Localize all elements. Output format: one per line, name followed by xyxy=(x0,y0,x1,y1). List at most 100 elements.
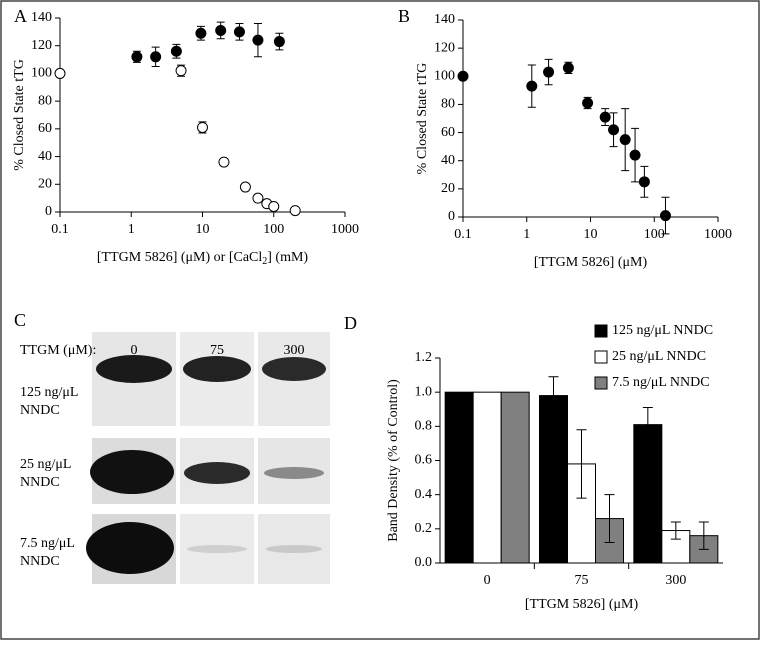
y-tick-label: 120 xyxy=(434,40,455,55)
y-tick-label: 0.0 xyxy=(415,555,433,570)
y-tick-label: 20 xyxy=(441,181,455,196)
data-point xyxy=(268,200,280,212)
x-tick-label: 100 xyxy=(263,222,284,237)
y-tick-label: 100 xyxy=(31,66,52,81)
data-point xyxy=(526,80,538,92)
data-point xyxy=(543,66,555,78)
data-point xyxy=(638,176,650,188)
row-label: 25 ng/μL xyxy=(20,457,71,472)
row-label: 125 ng/μL xyxy=(20,385,78,400)
x-tick-label: 1 xyxy=(523,227,530,242)
legend-label: 25 ng/μL NNDC xyxy=(612,349,706,364)
y-tick-label: 0 xyxy=(448,209,455,224)
x-axis-label: [TTGM 5826] (μM) xyxy=(534,255,648,270)
error-bar xyxy=(698,521,709,550)
legend-swatch xyxy=(594,350,608,364)
x-tick-label: 0 xyxy=(484,573,491,588)
data-point xyxy=(170,45,182,57)
row-label: NNDC xyxy=(20,403,60,418)
lane-label: 75 xyxy=(210,343,224,358)
data-point xyxy=(175,65,187,77)
x-tick-label: 75 xyxy=(575,573,589,588)
data-point xyxy=(562,62,574,74)
bar xyxy=(500,391,530,564)
data-point xyxy=(619,134,631,146)
y-tick-label: 0.4 xyxy=(415,487,433,502)
y-tick-label: 1.2 xyxy=(415,350,433,365)
y-tick-label: 60 xyxy=(441,125,455,140)
x-tick-label: 300 xyxy=(665,573,686,588)
y-tick-label: 0.6 xyxy=(415,453,433,468)
bar xyxy=(539,395,568,564)
x-tick-label: 0.1 xyxy=(454,227,472,242)
blot-image xyxy=(86,332,330,584)
x-axis-label: [TTGM 5826] (μM) or [CaCl2] (mM) xyxy=(97,250,309,267)
legend-swatch xyxy=(594,376,608,390)
y-tick-label: 0 xyxy=(45,204,52,219)
y-axis-label: Band Density (% of Control) xyxy=(386,379,401,542)
y-tick-label: 20 xyxy=(38,177,52,192)
x-tick-label: 1000 xyxy=(331,222,359,237)
data-point xyxy=(273,36,285,48)
error-bar xyxy=(548,376,559,415)
data-point xyxy=(289,205,301,217)
data-point xyxy=(215,24,227,36)
y-axis-label: % Closed State tTG xyxy=(415,63,430,175)
x-tick-label: 10 xyxy=(584,227,598,242)
data-point xyxy=(131,51,143,63)
error-bar xyxy=(642,407,653,443)
y-axis-label: % Closed State tTG xyxy=(12,59,27,171)
y-tick-label: 80 xyxy=(441,97,455,112)
blot-header: TTGM (μM): xyxy=(20,343,96,358)
error-bar xyxy=(670,521,681,540)
error-bar xyxy=(576,429,587,499)
data-point xyxy=(195,27,207,39)
data-point xyxy=(252,192,264,204)
legend-label: 7.5 ng/μL NNDC xyxy=(612,375,710,390)
row-label: NNDC xyxy=(20,554,60,569)
data-point xyxy=(233,26,245,38)
lane-label: 0 xyxy=(131,343,138,358)
x-label-part: [TTGM 5826] (μM) xyxy=(525,597,639,612)
x-label-part: ] (mM) xyxy=(267,250,308,265)
x-tick-label: 1 xyxy=(128,222,135,237)
data-point xyxy=(629,149,641,161)
x-tick-label: 10 xyxy=(196,222,210,237)
y-tick-label: 40 xyxy=(441,153,455,168)
legend-label: 125 ng/μL NNDC xyxy=(612,323,713,338)
error-bar xyxy=(604,494,615,543)
data-point xyxy=(197,121,208,133)
data-point xyxy=(599,111,611,123)
x-tick-label: 0.1 xyxy=(51,222,69,237)
y-tick-label: 40 xyxy=(38,149,52,164)
y-tick-label: 0.2 xyxy=(415,521,433,536)
x-label-part: 2 xyxy=(262,256,267,267)
data-point xyxy=(582,97,594,109)
data-point xyxy=(218,156,230,168)
data-point xyxy=(150,51,162,63)
data-point xyxy=(252,34,264,46)
bar xyxy=(472,391,502,564)
y-tick-label: 1.0 xyxy=(415,384,433,399)
x-tick-label: 100 xyxy=(644,227,665,242)
data-point xyxy=(608,124,620,136)
y-tick-label: 140 xyxy=(434,12,455,27)
data-point xyxy=(457,70,469,82)
y-tick-label: 140 xyxy=(31,10,52,25)
bar xyxy=(444,391,474,564)
x-tick-label: 1000 xyxy=(704,227,732,242)
y-tick-label: 120 xyxy=(31,38,52,53)
row-label: 7.5 ng/μL xyxy=(20,536,75,551)
y-tick-label: 100 xyxy=(434,69,455,84)
panel-label: D xyxy=(344,313,357,333)
data-point xyxy=(659,210,671,222)
row-label: NNDC xyxy=(20,475,60,490)
panel-label: C xyxy=(14,310,26,330)
data-point xyxy=(54,67,66,79)
y-tick-label: 80 xyxy=(38,93,52,108)
legend-swatch xyxy=(594,324,608,338)
lane-label: 300 xyxy=(284,343,305,358)
bar xyxy=(633,424,663,564)
y-tick-label: 60 xyxy=(38,121,52,136)
